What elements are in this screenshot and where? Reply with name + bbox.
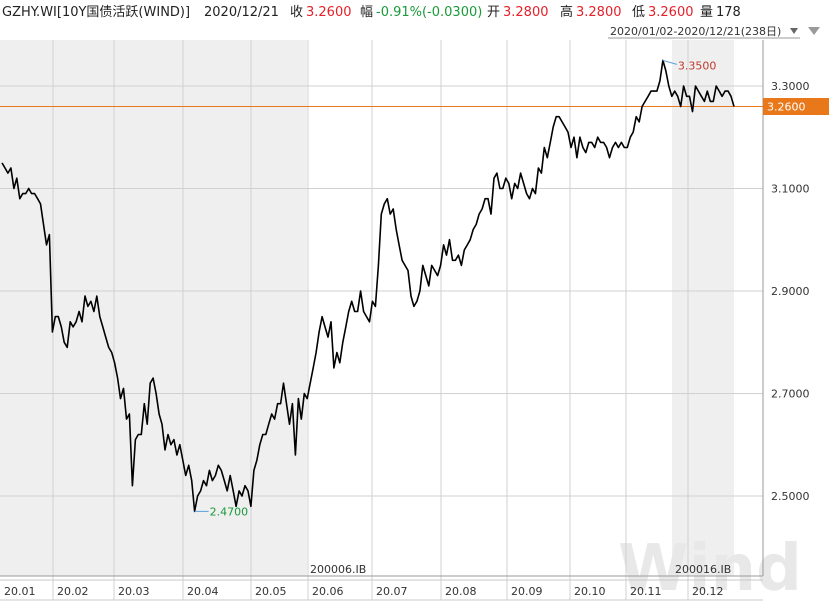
low-label: 低	[632, 5, 645, 20]
x-tick-label: 20.04	[187, 585, 219, 598]
open-value: 3.2800	[503, 5, 549, 20]
chevron-down-icon[interactable]	[790, 28, 798, 34]
low-value: 3.2600	[648, 5, 694, 20]
grid-lines	[0, 40, 763, 600]
dropdown-arrow-icon[interactable]	[808, 27, 820, 35]
last-value-label: 3.2600	[767, 101, 806, 114]
volume-label: 量	[700, 5, 713, 20]
y-axis: 3.3000 3.1000 2.9000 2.7000 2.5000	[771, 80, 810, 503]
change-label: 幅	[360, 5, 373, 20]
contract-shade-2	[672, 40, 734, 576]
date-range-selector[interactable]: 2020/01/02-2020/12/21(238日)	[610, 25, 781, 38]
close-label: 收	[290, 5, 303, 20]
x-tick-label: 20.09	[511, 585, 543, 598]
wind-watermark: Wind	[618, 532, 802, 605]
x-tick-label: 20.07	[376, 585, 408, 598]
contract-label-1: 200006.IB	[310, 563, 366, 576]
y-tick-label: 3.1000	[771, 183, 810, 196]
series-line-10y-yield	[1, 59, 735, 513]
high-label: 高	[560, 4, 573, 20]
security-code[interactable]: GZHY.WI[10Y国债活跃(WIND)]	[2, 5, 190, 20]
y-tick-label: 3.3000	[771, 80, 810, 93]
x-tick-label: 20.03	[118, 585, 150, 598]
quote-header: GZHY.WI[10Y国债活跃(WIND)] 2020/12/21 收 3.26…	[2, 4, 741, 20]
x-axis: 20.01 20.02 20.03 20.04 20.05 20.06 20.0…	[4, 585, 724, 598]
change-value: -0.91%(-0.0300)	[376, 5, 482, 20]
x-tick-label: 20.12	[692, 585, 724, 598]
max-label: 3.3500	[678, 59, 717, 72]
close-value: 3.2600	[306, 5, 352, 20]
y-tick-label: 2.5000	[771, 490, 810, 503]
last-value-badge	[763, 98, 829, 115]
x-tick-label: 20.10	[574, 585, 606, 598]
y-tick-label: 2.9000	[771, 285, 810, 298]
open-label: 开	[487, 5, 500, 20]
quote-date: 2020/12/21	[204, 5, 279, 20]
y-tick-label: 2.7000	[771, 388, 810, 401]
volume-value: 178	[716, 5, 741, 20]
high-value: 3.2800	[576, 5, 622, 20]
x-tick-label: 20.05	[255, 585, 287, 598]
x-tick-label: 20.01	[4, 585, 36, 598]
x-tick-label: 20.02	[57, 585, 89, 598]
x-tick-label: 20.11	[630, 585, 662, 598]
x-tick-label: 20.08	[445, 585, 477, 598]
x-tick-label: 20.06	[312, 585, 344, 598]
min-label: 2.4700	[210, 505, 249, 518]
contract-label-2: 200016.IB	[675, 563, 731, 576]
max-marker	[662, 59, 678, 65]
